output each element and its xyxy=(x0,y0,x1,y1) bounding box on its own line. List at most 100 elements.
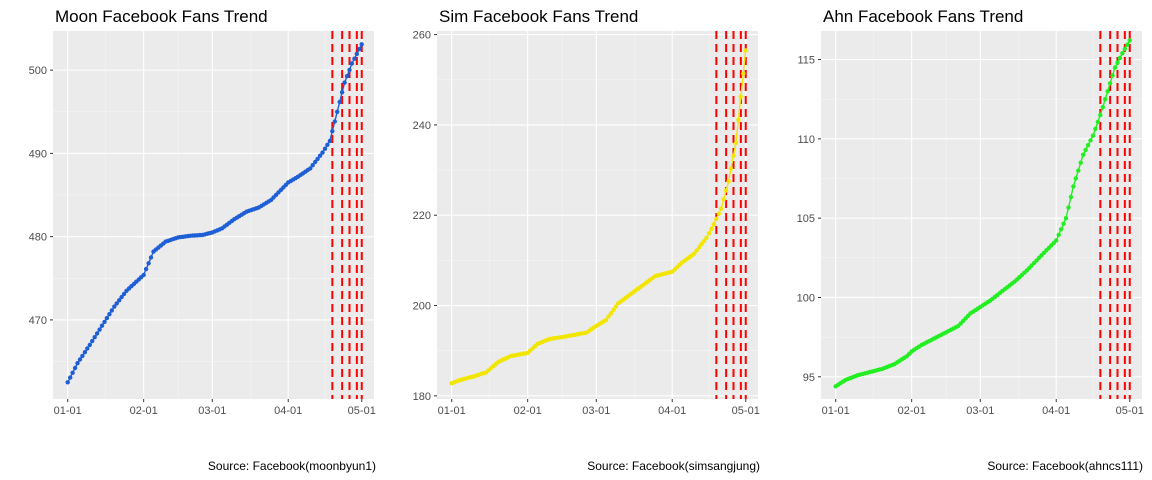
data-point xyxy=(92,335,97,340)
y-tick-label: 500 xyxy=(29,65,47,77)
source-caption: Source: Facebook(simsangjung) xyxy=(587,459,760,473)
data-point xyxy=(107,312,112,317)
data-point xyxy=(1110,73,1115,78)
data-point xyxy=(1063,216,1069,221)
data-point xyxy=(1090,133,1096,138)
chart-panel-2: Sim Facebook Fans Trend 180 200 220 240 260 01… xyxy=(413,7,760,473)
x-tick-label: 03-01 xyxy=(582,405,610,417)
y-tick-label: 110 xyxy=(797,134,815,146)
data-point xyxy=(70,370,75,375)
data-point xyxy=(109,308,115,313)
data-point xyxy=(714,216,719,222)
x-tick-label: 01-01 xyxy=(54,405,82,417)
x-tick-label: 05-01 xyxy=(1116,405,1144,417)
data-point xyxy=(357,46,362,52)
data-point xyxy=(1068,194,1074,200)
data-point xyxy=(1058,227,1064,232)
y-tick-label: 480 xyxy=(29,232,47,244)
data-point xyxy=(611,307,616,313)
x-tick-label: 05-01 xyxy=(732,405,760,417)
x-tick-label: 05-01 xyxy=(348,405,376,417)
chart-panel-1: Moon Facebook Fans Trend 470 480 490 500 01-0… xyxy=(29,7,376,473)
data-point xyxy=(692,251,697,256)
data-point xyxy=(741,71,746,76)
data-point xyxy=(709,226,714,231)
data-point xyxy=(114,301,119,306)
data-point xyxy=(325,142,330,147)
data-point xyxy=(606,314,611,319)
data-point xyxy=(82,350,88,355)
chart-panel-3: Ahn Facebook Fans Trend 95 100 105 110 115 01-… xyxy=(797,7,1144,473)
data-point xyxy=(1054,238,1059,243)
data-point xyxy=(327,138,333,144)
data-point xyxy=(112,304,117,309)
plot-background xyxy=(53,31,374,399)
data-point xyxy=(119,294,124,300)
data-point xyxy=(1115,60,1120,65)
data-point xyxy=(726,179,731,184)
data-point xyxy=(85,346,90,351)
data-point xyxy=(731,153,736,158)
data-point xyxy=(1120,51,1125,56)
x-tick-label: 04-01 xyxy=(274,405,302,417)
data-point xyxy=(102,319,107,325)
data-point xyxy=(1073,176,1079,181)
data-point xyxy=(1107,81,1113,86)
data-point xyxy=(337,99,342,105)
data-point xyxy=(1117,55,1123,61)
y-tick-label: 105 xyxy=(797,213,815,225)
x-tick-label: 03-01 xyxy=(966,405,994,417)
data-point xyxy=(1066,205,1071,210)
x-tick-label: 04-01 xyxy=(658,405,686,417)
data-point xyxy=(723,188,729,193)
y-tick-label: 240 xyxy=(413,120,431,132)
y-tick-label: 95 xyxy=(803,372,815,384)
y-tick-label: 490 xyxy=(29,148,47,160)
data-point xyxy=(332,119,337,124)
data-point xyxy=(1093,126,1098,131)
data-point xyxy=(121,291,127,297)
data-point xyxy=(330,129,335,134)
x-tick-label: 03-01 xyxy=(198,405,226,417)
data-point xyxy=(65,380,70,385)
data-point xyxy=(1100,104,1106,110)
data-point xyxy=(1081,152,1086,157)
data-point xyxy=(736,117,741,123)
data-point xyxy=(87,342,93,348)
data-point xyxy=(349,61,355,66)
y-tick-label: 470 xyxy=(29,315,47,327)
data-point xyxy=(308,166,313,171)
source-caption: Source: Facebook(moonbyun1) xyxy=(208,459,376,473)
y-tick-label: 220 xyxy=(413,210,431,222)
data-point xyxy=(719,206,724,211)
data-point xyxy=(322,146,328,151)
data-point xyxy=(313,159,318,165)
data-point xyxy=(1127,38,1132,43)
data-point xyxy=(1112,65,1118,70)
data-point xyxy=(97,327,102,332)
data-point xyxy=(94,331,100,336)
data-point xyxy=(342,80,347,85)
data-point xyxy=(1078,160,1083,165)
data-point xyxy=(1105,89,1110,94)
data-point xyxy=(733,140,739,146)
data-point xyxy=(68,375,73,380)
data-point xyxy=(146,261,151,266)
data-point xyxy=(706,231,712,236)
data-point xyxy=(117,298,122,303)
y-tick-label: 180 xyxy=(413,391,431,403)
x-tick-label: 02-01 xyxy=(898,405,926,417)
data-point xyxy=(315,156,320,162)
data-point xyxy=(148,255,154,260)
y-tick-label: 260 xyxy=(413,30,431,42)
data-point xyxy=(738,94,743,99)
data-point xyxy=(347,67,352,73)
chart-title: Ahn Facebook Fans Trend xyxy=(823,7,1023,26)
x-tick-label: 02-01 xyxy=(514,405,542,417)
data-point xyxy=(77,357,83,362)
data-point xyxy=(1103,97,1108,102)
data-point xyxy=(1071,184,1076,189)
data-point xyxy=(75,361,80,366)
